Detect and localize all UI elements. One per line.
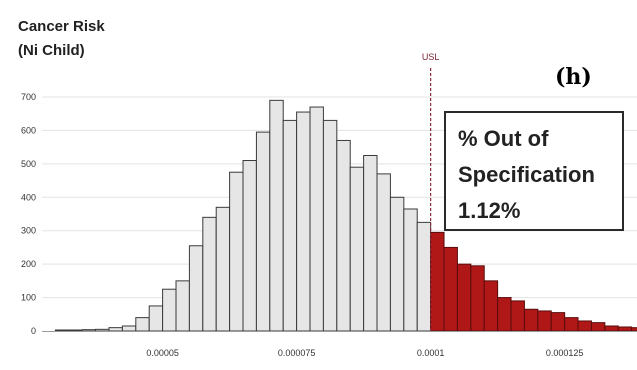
histogram-bar [188, 245, 204, 332]
y-tick-label: 500 [21, 159, 36, 169]
histogram-bar [175, 280, 190, 332]
histogram-bar [202, 216, 217, 332]
histogram-bar-out-of-spec [537, 310, 552, 332]
y-tick-label: 200 [21, 259, 36, 269]
histogram-bar [242, 160, 257, 332]
histogram-bar [389, 196, 405, 332]
y-tick-label: 100 [21, 293, 36, 303]
histogram-bar [95, 328, 110, 332]
histogram-bar [282, 119, 298, 332]
x-tick-label: 0.000125 [546, 348, 584, 358]
histogram-bar [68, 329, 83, 332]
histogram-bar [269, 99, 284, 332]
histogram-bar [135, 317, 150, 332]
histogram-bar [255, 131, 271, 332]
histogram-bar [296, 111, 311, 332]
annotation-line-2: Specification [458, 162, 595, 187]
annotation-line-3: 1.12% [458, 198, 520, 223]
y-tick-label: 700 [21, 92, 36, 102]
histogram-bar [403, 208, 418, 332]
y-tick-label: 600 [21, 125, 36, 135]
histogram-bar [336, 139, 351, 332]
histogram-bar [162, 288, 177, 332]
y-tick-label: 400 [21, 192, 36, 202]
annotation-line-1: % Out of [458, 126, 549, 151]
histogram-bar-out-of-spec [470, 265, 485, 332]
histogram-bar-out-of-spec [456, 263, 472, 332]
y-tick-label: 0 [31, 326, 36, 336]
chart-title: Cancer Risk [18, 18, 105, 35]
histogram-bar [148, 305, 164, 332]
usl-label: USL [422, 52, 440, 62]
histogram-bar-out-of-spec [590, 322, 606, 332]
x-tick-labels: 0.00005 0.000075 0.0001 0.000125 [146, 348, 583, 358]
histogram-bar [54, 329, 70, 332]
x-tick-label: 0.0001 [417, 348, 445, 358]
y-tick-labels: 0 100 200 300 400 500 600 700 [21, 92, 36, 336]
histogram-bar-out-of-spec [497, 297, 512, 332]
histogram-bar-out-of-spec [631, 327, 637, 332]
histogram-bar-out-of-spec [443, 246, 458, 332]
histogram-bar [309, 106, 324, 332]
histogram-bar [349, 166, 365, 332]
histogram-bar-out-of-spec [564, 317, 579, 332]
histogram-bar [108, 327, 123, 332]
histogram-bar [376, 173, 391, 332]
histogram-bar-out-of-spec [430, 231, 445, 332]
histogram-bar [121, 325, 137, 332]
y-tick-label: 300 [21, 226, 36, 236]
histogram-bar [416, 221, 432, 332]
histogram-bars [54, 99, 637, 332]
x-tick-label: 0.00005 [146, 348, 179, 358]
annotation-box [444, 111, 624, 231]
histogram-bar [215, 206, 231, 332]
x-tick-label: 0.000075 [278, 348, 316, 358]
panel-label: (h) [555, 64, 592, 90]
histogram-bar [229, 171, 244, 332]
histogram-bar [363, 155, 378, 332]
histogram-bar [81, 329, 97, 332]
histogram-bar-out-of-spec [604, 325, 619, 332]
histogram-bar-out-of-spec [523, 308, 539, 332]
histogram-bar [322, 119, 338, 332]
histogram-bar-out-of-spec [617, 326, 633, 332]
chart-subtitle: (Ni Child) [18, 42, 85, 59]
histogram-bar-out-of-spec [483, 280, 499, 332]
histogram-bar-out-of-spec [550, 312, 566, 332]
histogram-bar-out-of-spec [577, 320, 592, 332]
histogram-bar-out-of-spec [510, 300, 525, 332]
